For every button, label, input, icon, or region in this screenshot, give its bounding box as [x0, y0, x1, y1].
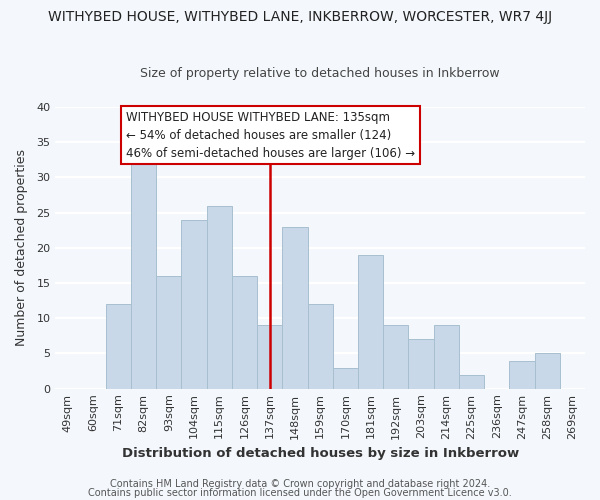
X-axis label: Distribution of detached houses by size in Inkberrow: Distribution of detached houses by size …	[122, 447, 519, 460]
Bar	[308, 304, 333, 388]
Bar	[131, 164, 156, 388]
Bar	[358, 255, 383, 388]
Bar	[283, 226, 308, 388]
Bar	[509, 360, 535, 388]
Bar	[106, 304, 131, 388]
Text: Contains public sector information licensed under the Open Government Licence v3: Contains public sector information licen…	[88, 488, 512, 498]
Title: Size of property relative to detached houses in Inkberrow: Size of property relative to detached ho…	[140, 66, 500, 80]
Bar	[206, 206, 232, 388]
Text: WITHYBED HOUSE WITHYBED LANE: 135sqm
← 54% of detached houses are smaller (124)
: WITHYBED HOUSE WITHYBED LANE: 135sqm ← 5…	[126, 110, 415, 160]
Bar	[409, 340, 434, 388]
Y-axis label: Number of detached properties: Number of detached properties	[15, 150, 28, 346]
Text: WITHYBED HOUSE, WITHYBED LANE, INKBERROW, WORCESTER, WR7 4JJ: WITHYBED HOUSE, WITHYBED LANE, INKBERROW…	[48, 10, 552, 24]
Bar	[459, 374, 484, 388]
Bar	[232, 276, 257, 388]
Text: Contains HM Land Registry data © Crown copyright and database right 2024.: Contains HM Land Registry data © Crown c…	[110, 479, 490, 489]
Bar	[535, 354, 560, 388]
Bar	[434, 326, 459, 388]
Bar	[156, 276, 181, 388]
Bar	[383, 326, 409, 388]
Bar	[181, 220, 206, 388]
Bar	[257, 326, 283, 388]
Bar	[333, 368, 358, 388]
